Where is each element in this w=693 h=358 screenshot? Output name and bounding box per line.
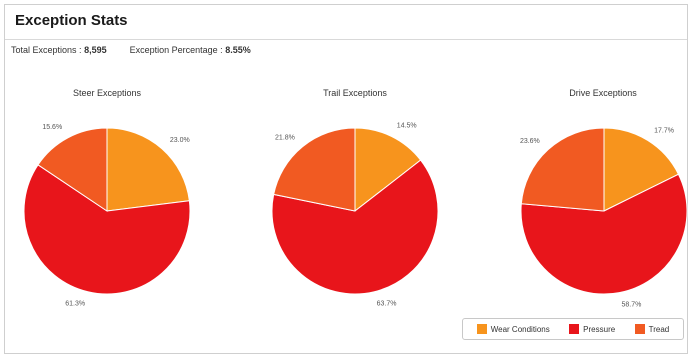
pie-label-trail-pressure: 63.7% [377,301,397,308]
pie-slice-trail-tread[interactable] [273,127,356,212]
legend-label-wear-conditions: Wear Conditions [490,324,550,334]
pie-slice-drive-tread[interactable] [520,127,605,212]
pie-slice-drive-pressure[interactable] [520,173,688,295]
pie-label-steer-tread: 15.6% [42,124,62,131]
legend-swatch-pressure [569,324,580,334]
total-exceptions-label: Total Exceptions : [11,45,82,55]
pie-slice-steer-tread[interactable] [37,127,108,212]
pie-slice-trail-wear-conditions[interactable] [354,127,422,213]
legend-item-tread[interactable]: Tread [634,324,670,334]
legend-swatch-tread [634,324,645,334]
legend-label-tread: Tread [648,324,670,334]
legend-item-wear-conditions[interactable]: Wear Conditions [476,324,550,334]
legend-item-pressure[interactable]: Pressure [569,324,615,334]
pie-slice-drive-wear-conditions[interactable] [603,127,680,212]
chart-title-steer: Steer Exceptions [72,88,142,98]
total-exceptions-value: 8,595 [84,45,107,55]
exception-percentage-value: 8.55% [225,45,251,55]
pie-label-drive-tread: 23.6% [520,138,540,145]
legend-label-pressure: Pressure [583,324,616,334]
pie-label-trail-tread: 21.8% [275,134,295,141]
page-title: Exception Stats [15,12,128,29]
pie-slice-trail-pressure[interactable] [271,159,439,295]
summary-line: Total Exceptions : 8,595 Exception Perce… [11,45,251,55]
pie-label-trail-wear-conditions: 14.5% [397,123,417,130]
pie-slice-steer-pressure[interactable] [23,164,191,295]
panel-header: Exception Stats [5,5,687,40]
chart-title-trail: Trail Exceptions [323,88,387,98]
chart-title-drive: Drive Exceptions [569,88,637,98]
exception-percentage-label: Exception Percentage : [129,45,223,55]
chart-legend: Wear Conditions Pressure Tread [462,318,684,340]
pie-label-drive-pressure: 58.7% [622,301,642,308]
pie-slice-steer-wear-conditions[interactable] [106,127,190,212]
legend-swatch-wear-conditions [476,324,487,334]
pie-label-drive-wear-conditions: 17.7% [654,127,674,134]
pie-label-steer-pressure: 61.3% [65,300,85,307]
pie-label-steer-wear-conditions: 23.0% [170,137,190,144]
